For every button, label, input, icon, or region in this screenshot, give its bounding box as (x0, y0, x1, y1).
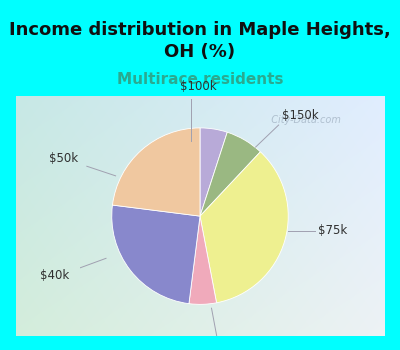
Text: $150k: $150k (282, 109, 319, 122)
Wedge shape (112, 128, 200, 216)
Text: Multirace residents: Multirace residents (117, 72, 283, 87)
Text: $40k: $40k (40, 269, 69, 282)
Text: $50k: $50k (49, 152, 78, 165)
Wedge shape (189, 216, 216, 304)
Text: City-Data.com: City-Data.com (265, 116, 341, 125)
Wedge shape (200, 152, 288, 303)
Wedge shape (200, 128, 227, 216)
Wedge shape (200, 132, 260, 216)
Text: Income distribution in Maple Heights,
OH (%): Income distribution in Maple Heights, OH… (9, 21, 391, 61)
Text: $75k: $75k (318, 224, 347, 237)
Wedge shape (112, 205, 200, 304)
Text: $100k: $100k (180, 80, 216, 93)
